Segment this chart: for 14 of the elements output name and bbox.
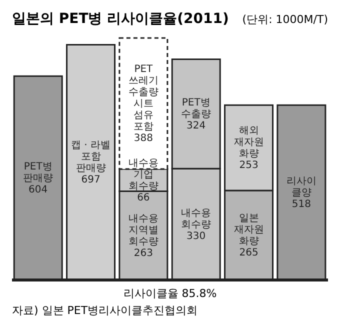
data-label: 내수용 기업 회수량 66 bbox=[128, 157, 158, 203]
data-label: PET병 수출량 324 bbox=[181, 96, 212, 131]
data-label: 내수용 지역별 회수량 263 bbox=[128, 212, 158, 258]
data-label: 캡 · 라벨 포함 판매량 697 bbox=[71, 140, 111, 186]
data-label: 리사이 클양 518 bbox=[286, 176, 316, 210]
data-label: PET병 판매량 604 bbox=[23, 161, 54, 196]
text: (단위: 1000M/T) bbox=[242, 12, 328, 27]
data-label: PET 쓰레기 수출량 시트 섬유 포함 388 bbox=[128, 63, 158, 144]
chart-title: 일본의 PET병 리사이클율(2011) bbox=[12, 10, 229, 28]
data-label: 해외 재자원 화량 253 bbox=[234, 125, 264, 171]
text: 리사이클율 85.8% bbox=[122, 286, 218, 301]
data-label: 일본 재자원 화량 265 bbox=[234, 212, 264, 258]
data-label: 내수용 회수량 330 bbox=[181, 207, 212, 242]
text: 자료) 일본 PET병리사이클추진협의회 bbox=[11, 303, 199, 318]
